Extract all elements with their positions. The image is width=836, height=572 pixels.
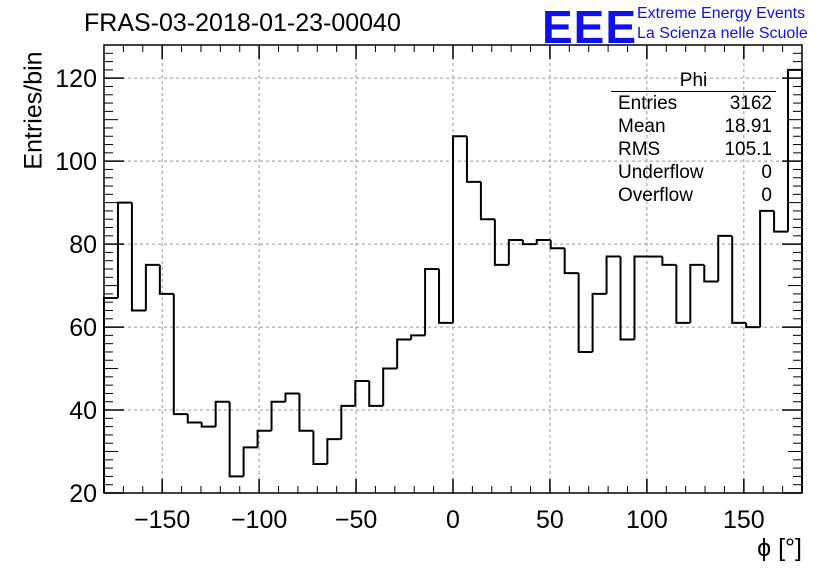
stats-row-overflow: Overflow 0 <box>611 184 776 207</box>
y-tick-label: 120 <box>55 65 97 93</box>
stats-value: 3162 <box>729 93 772 114</box>
histogram-bin <box>479 181 495 221</box>
x-tick-label: 100 <box>626 506 668 534</box>
x-tick-label: 150 <box>723 506 765 534</box>
histogram-bin <box>172 293 188 416</box>
histogram-bin <box>773 210 789 233</box>
logo-line-2: La Scienza nelle Scuole <box>637 25 808 42</box>
stats-value: 18.91 <box>724 116 772 137</box>
histogram-bin <box>605 255 621 294</box>
histogram-bin <box>717 234 733 282</box>
stats-label: Entries <box>618 93 678 114</box>
histogram-bin <box>116 201 132 299</box>
histogram-bin <box>591 292 607 352</box>
histogram-bin <box>270 400 286 431</box>
histogram-bin <box>410 334 426 340</box>
histogram-bin <box>521 239 537 246</box>
histogram-bin <box>577 273 593 353</box>
stats-value: 0 <box>761 185 772 206</box>
histogram-bin <box>340 404 356 440</box>
histogram-bin <box>661 256 677 266</box>
histogram-bin <box>158 264 174 295</box>
histogram-bin <box>675 264 691 324</box>
logo-line-1: Extreme Energy Events <box>637 5 806 22</box>
stats-row-rms: RMS 105.1 <box>611 138 776 161</box>
histogram-bin <box>535 238 551 245</box>
x-axis-label: ϕ [°] <box>757 534 802 562</box>
chart-title: FRAS-03-2018-01-23-00040 <box>84 9 401 37</box>
histogram-bin <box>284 392 300 402</box>
histogram-bin <box>493 219 509 266</box>
histogram-bin <box>549 239 565 250</box>
histogram-bin <box>787 68 803 493</box>
histogram-bin <box>633 255 649 340</box>
axis-ticks <box>103 44 803 494</box>
x-tick-label: −150 <box>134 506 190 534</box>
histogram-bin <box>368 381 384 407</box>
histogram-bin <box>689 263 705 323</box>
eee-logo: EEE <box>542 1 638 53</box>
histogram-bin <box>438 269 453 324</box>
histogram-bin <box>214 400 230 427</box>
histogram-bin <box>396 338 412 369</box>
histogram-bin <box>619 256 635 341</box>
stats-row-mean: Mean 18.91 <box>611 115 776 138</box>
x-tick-label: −50 <box>335 506 377 534</box>
stats-row-entries: Entries 3162 <box>611 92 776 115</box>
histogram-bin <box>354 380 370 406</box>
stats-box: Phi Entries 3162 Mean 18.91 RMS 105.1 Un… <box>611 70 776 207</box>
histogram-bin <box>745 322 761 329</box>
histogram-bin <box>326 438 342 464</box>
histogram-bin <box>130 202 146 312</box>
histogram-bin <box>242 446 258 477</box>
y-tick-label: 80 <box>69 231 97 259</box>
y-tick-label: 20 <box>69 480 97 508</box>
x-tick-label: 0 <box>446 506 460 534</box>
histogram-bin <box>465 136 481 183</box>
axis-tick-labels: −150 −100 −50 0 50 100 150 20 40 60 80 100 120 <box>55 65 764 534</box>
stats-label: Overflow <box>618 185 693 206</box>
histogram-bin <box>563 248 579 275</box>
eee-logo-caption: Extreme Energy Events La Scienza nelle S… <box>637 4 808 44</box>
histogram-bin <box>731 235 747 324</box>
stats-label: Underflow <box>618 162 704 183</box>
y-axis-label: Entries/bin <box>19 51 48 170</box>
y-tick-label: 40 <box>69 397 97 425</box>
histogram-bin <box>759 209 775 328</box>
y-tick-label: 60 <box>69 314 97 342</box>
histogram-bin <box>703 264 719 283</box>
stats-label: RMS <box>618 139 661 160</box>
stats-label: Mean <box>618 116 666 137</box>
histogram-bin <box>256 429 272 448</box>
histogram-bin <box>200 422 216 428</box>
histogram-bin <box>186 414 202 424</box>
histogram-bin <box>228 401 244 478</box>
x-tick-label: 50 <box>536 506 564 534</box>
x-tick-label: −100 <box>231 506 287 534</box>
histogram-bin <box>298 393 314 432</box>
histogram-bin <box>424 268 440 336</box>
histogram-bin <box>144 263 160 311</box>
histogram-bin <box>382 367 398 406</box>
stats-value: 105.1 <box>724 139 772 160</box>
stats-box-title: Phi <box>611 70 776 92</box>
stats-row-underflow: Underflow 0 <box>611 161 776 184</box>
y-tick-label: 100 <box>55 148 97 176</box>
histogram-bin <box>312 430 328 465</box>
stats-value: 0 <box>761 162 772 183</box>
histogram-bin <box>507 238 523 265</box>
histogram-bin <box>452 135 467 323</box>
